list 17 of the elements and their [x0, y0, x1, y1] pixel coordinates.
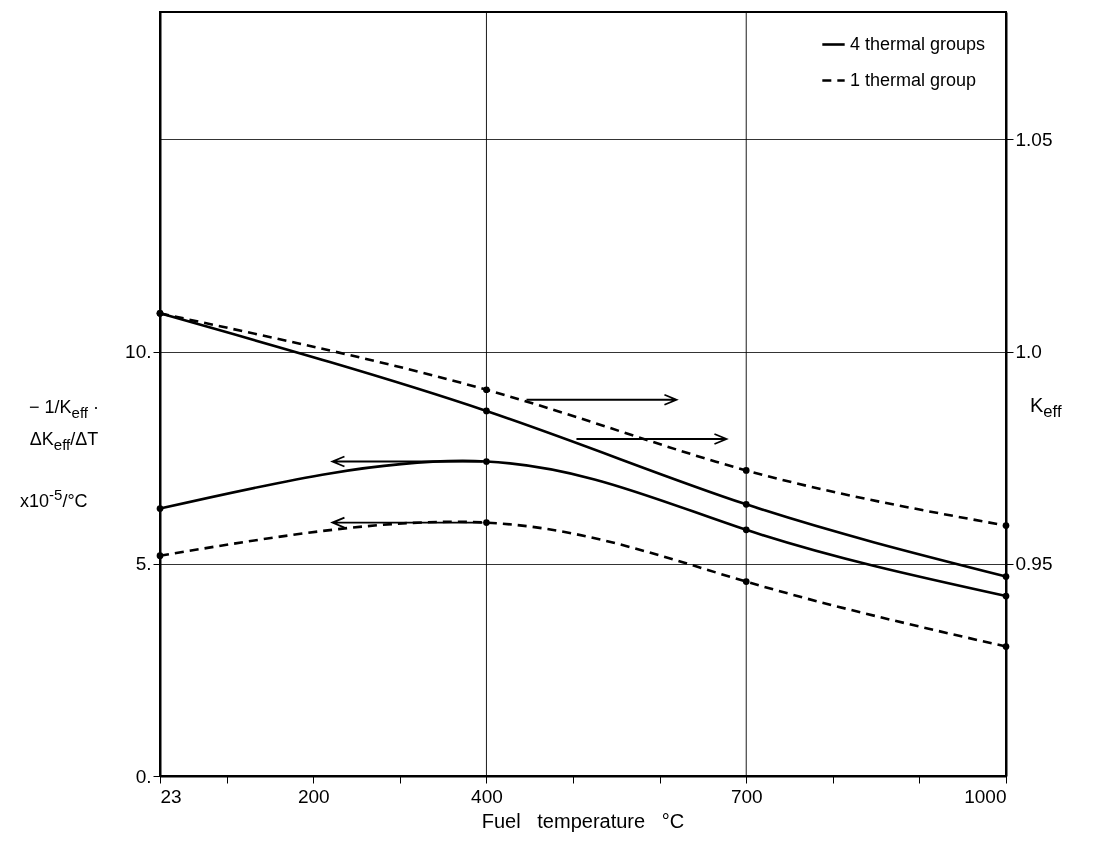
x-tick-label: 200: [297, 785, 330, 807]
y2-tick-label: 0.95: [1015, 553, 1053, 575]
x-axis-title: Fuel temperature °C: [480, 810, 686, 833]
y-tick-label: 10.: [125, 341, 152, 363]
text: x10$^{-5}$/°C: [20, 485, 88, 512]
y2-tick-label: 1.05: [1015, 128, 1053, 150]
x-tick-label: 23: [160, 785, 182, 807]
x-tick-label: 1000: [964, 785, 1007, 807]
legend-label: 1 thermal group: [850, 69, 977, 90]
y2-axis-title: K$_{eff}$: [1030, 394, 1062, 422]
x-tick-label: 700: [730, 785, 763, 807]
y-tick-label: 0.: [135, 765, 152, 787]
y2-tick-label: 1.0: [1015, 341, 1042, 363]
y-tick-label: 5.: [135, 553, 152, 575]
x-tick-label: 400: [471, 785, 503, 807]
legend-label: 4 thermal groups: [850, 33, 986, 54]
text: − 1/K$_{eff}$ · ΔK$_{eff}$/ΔT: [29, 397, 99, 453]
